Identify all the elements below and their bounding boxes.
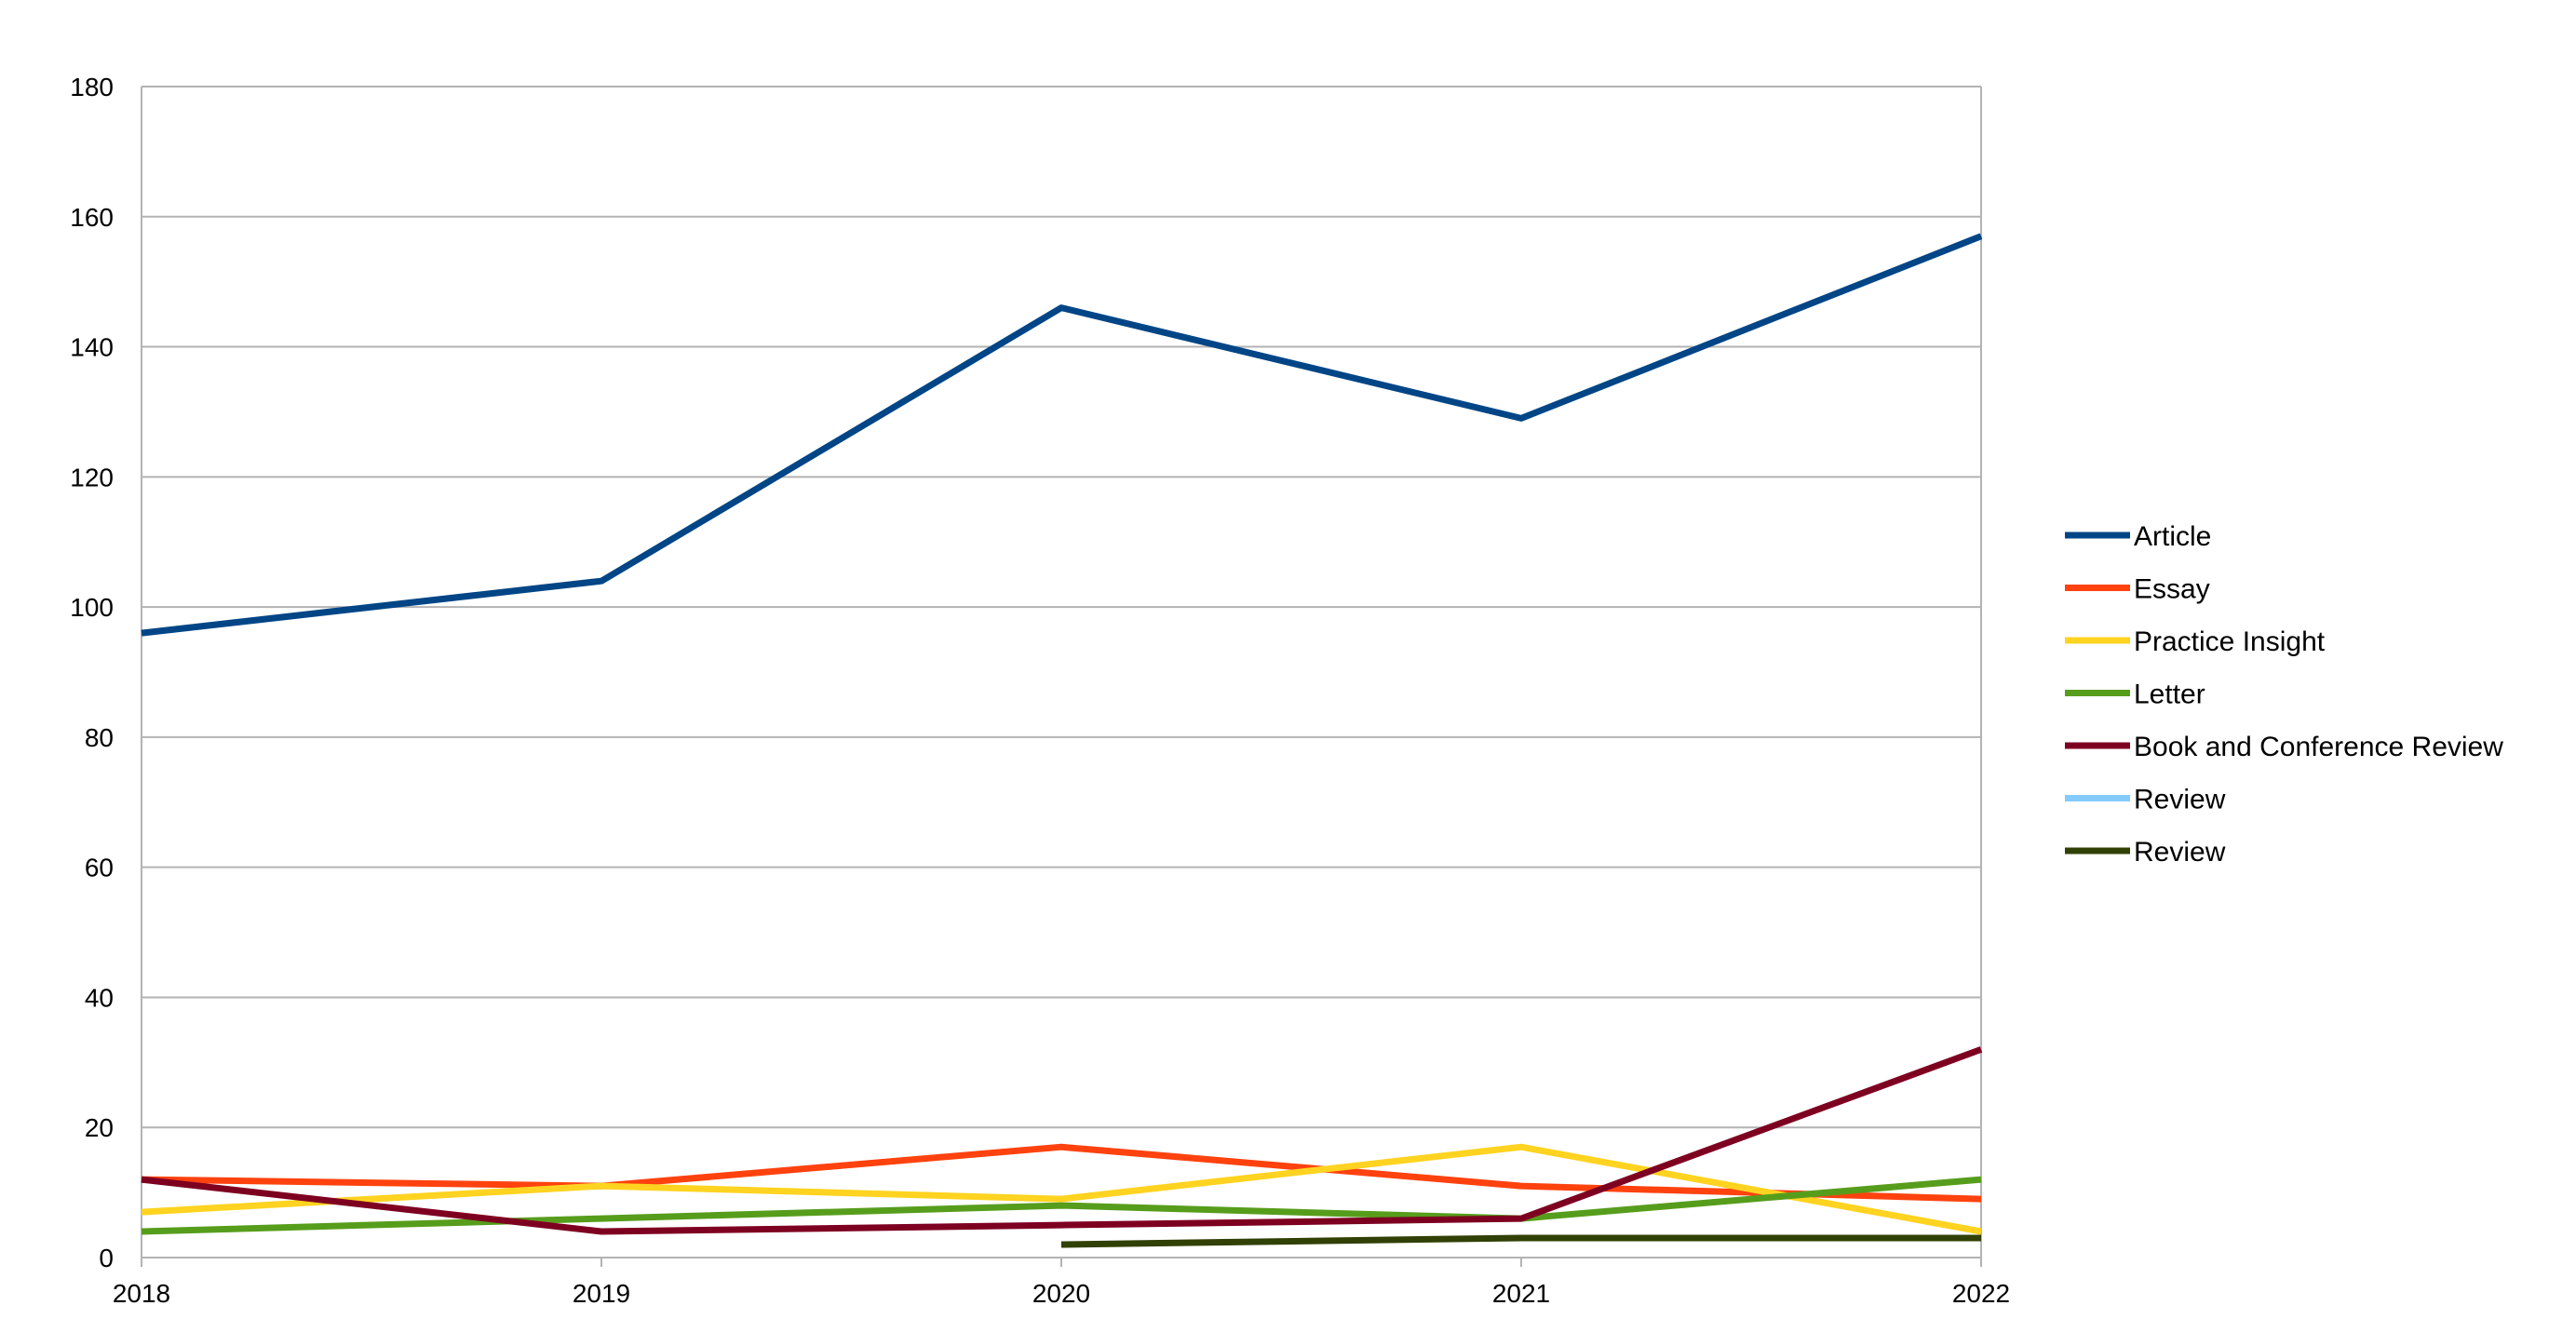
legend-label: Letter <box>2134 680 2205 710</box>
series-line-6 <box>1060 1234 1981 1248</box>
y-tick-label: 40 <box>85 983 114 1012</box>
legend-item: Practice Insight <box>2065 626 2326 657</box>
legend-item: Letter <box>2065 680 2205 710</box>
axes <box>141 87 1982 1267</box>
series-path <box>141 1143 1982 1203</box>
series-path <box>141 1176 1982 1235</box>
y-tick-label: 80 <box>85 723 114 752</box>
legend-item: Review <box>2065 785 2226 815</box>
y-tick-label: 120 <box>70 463 114 491</box>
legend-label: Review <box>2134 785 2226 815</box>
legend-item: Essay <box>2065 574 2210 605</box>
legend-label: Review <box>2134 837 2226 868</box>
gridlines <box>142 86 1981 1258</box>
y-tick-label: 60 <box>85 854 114 882</box>
legend-item: Book and Conference Review <box>2065 732 2503 762</box>
legend-label: Article <box>2134 521 2211 552</box>
legend-label: Practice Insight <box>2134 626 2326 657</box>
x-tick-label: 2020 <box>1032 1279 1090 1308</box>
x-tick-label: 2018 <box>113 1279 170 1308</box>
series-line-2 <box>141 1143 1982 1235</box>
legend-item: Review <box>2065 837 2226 868</box>
series-line-3 <box>141 1176 1982 1235</box>
legend-label: Book and Conference Review <box>2134 732 2503 762</box>
y-tick-label: 160 <box>70 203 114 232</box>
y-tick-label: 100 <box>70 593 114 622</box>
series-line-4 <box>141 1046 1983 1235</box>
legend-label: Essay <box>2134 574 2210 605</box>
series-line-1 <box>141 1143 1982 1203</box>
y-tick-label: 140 <box>70 333 114 362</box>
legend-item: Article <box>2065 521 2211 552</box>
y-tick-label: 0 <box>99 1244 114 1272</box>
series-line-0 <box>141 233 1983 637</box>
series-lines <box>141 233 1983 1248</box>
y-axis-tick-labels: 0 20 40 60 80 100 120 140 160 180 <box>70 73 114 1272</box>
x-tick-label: 2019 <box>573 1279 630 1308</box>
series-path <box>141 1143 1982 1235</box>
legend: Article Essay Practice Insight Letter Book a… <box>2065 521 2503 868</box>
y-tick-label: 180 <box>70 73 114 101</box>
series-path <box>141 1046 1983 1235</box>
x-tick-label: 2022 <box>1952 1279 2010 1308</box>
series-path <box>141 233 1983 637</box>
x-axis-tick-labels: 2018 2019 2020 2021 2022 <box>113 1279 2010 1308</box>
y-tick-label: 20 <box>85 1113 114 1142</box>
x-tick-label: 2021 <box>1492 1279 1550 1308</box>
series-path <box>1060 1234 1981 1248</box>
